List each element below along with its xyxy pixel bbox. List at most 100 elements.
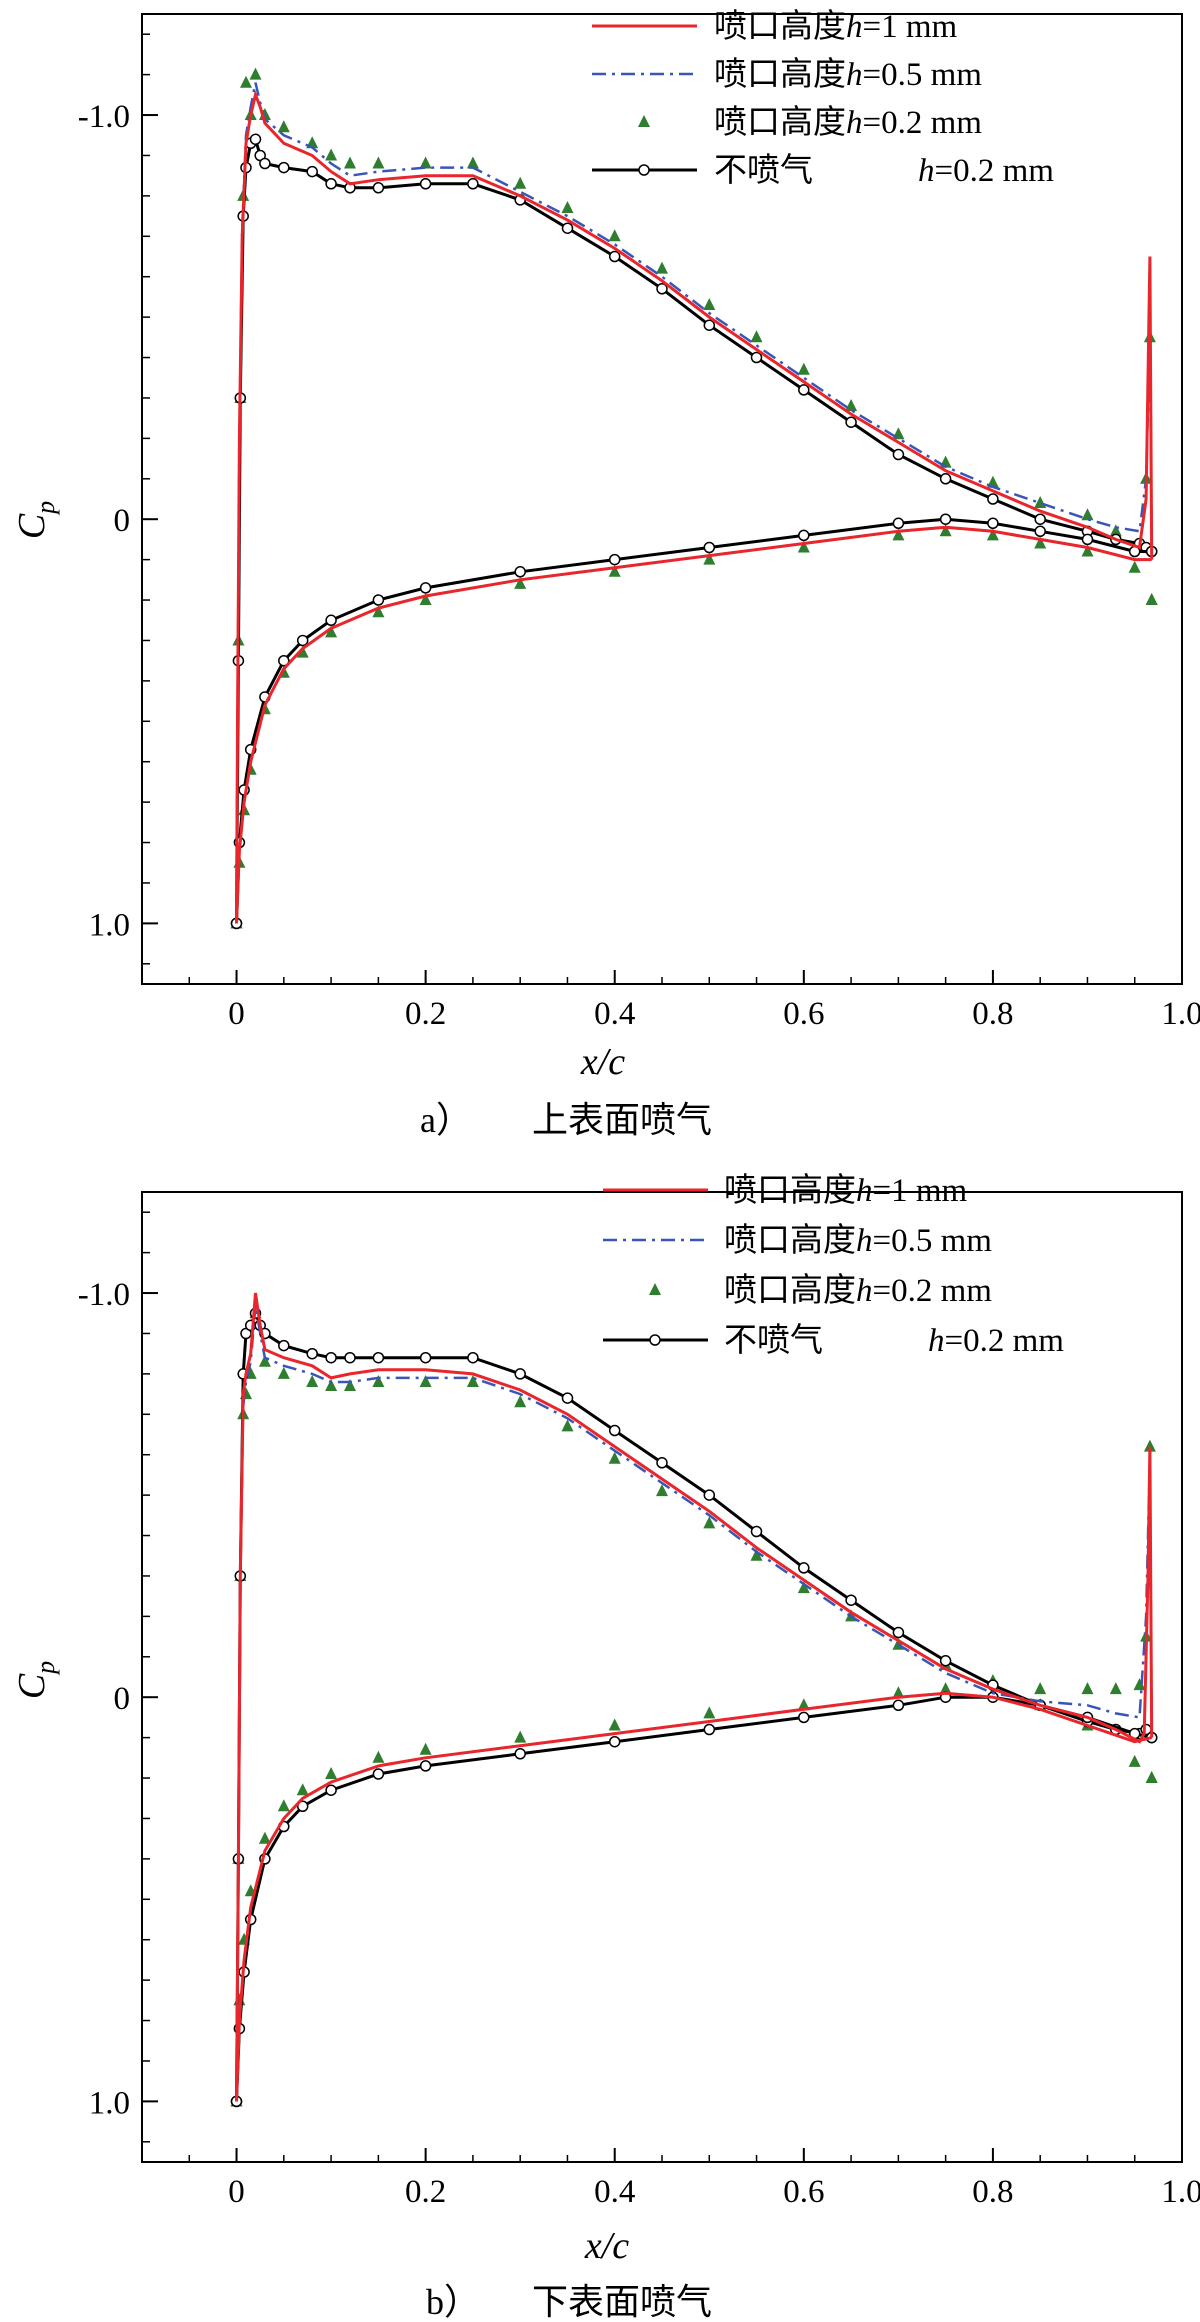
data-point-triangle xyxy=(939,1682,952,1695)
data-point-triangle xyxy=(1128,1754,1141,1767)
y-axis-title-subscript: p xyxy=(31,1661,60,1676)
data-point-circle xyxy=(750,351,763,364)
series-line xyxy=(235,1304,1153,2102)
data-point-triangle xyxy=(797,362,810,375)
y-axis-ticks: -1.0 0 1.0 xyxy=(78,1211,158,2143)
data-point-triangle xyxy=(1143,1439,1156,1452)
data-point-circle xyxy=(306,1347,318,1360)
data-point-triangle xyxy=(1081,1682,1094,1695)
data-point-triangle xyxy=(845,399,858,411)
data-point-triangle xyxy=(1145,1771,1158,1783)
data-point-triangle xyxy=(1034,496,1047,508)
legend-label: 喷口高度h=1 mm xyxy=(724,1172,968,1209)
data-point-circle xyxy=(372,1351,385,1364)
panel-caption-text: 下表面喷气 xyxy=(532,2282,712,2322)
data-point-circle xyxy=(703,319,716,331)
y-axis-title: Cp xyxy=(11,501,60,539)
series-line xyxy=(235,1691,1153,2102)
data-point-triangle xyxy=(372,1750,385,1763)
series-3 xyxy=(230,1307,1158,2108)
legend: 喷口高度h=1 mm 喷口高度h=0.5 mm 喷口高度h=0.2 mm 不喷气… xyxy=(592,8,1054,189)
legend-swatch-circle xyxy=(649,1334,661,1346)
data-point-triangle xyxy=(277,1799,290,1812)
legend-swatch-triangle xyxy=(649,1283,661,1295)
data-point-circle xyxy=(467,1351,479,1364)
data-point-circle xyxy=(561,1392,574,1404)
data-point-triangle xyxy=(797,1698,810,1711)
data-point-triangle xyxy=(325,1379,338,1391)
legend: 喷口高度h=1 mm 喷口高度h=0.5 mm 喷口高度h=0.2 mm 不喷气… xyxy=(603,1172,1064,1359)
data-point-triangle xyxy=(608,1718,621,1731)
data-point-triangle xyxy=(561,1419,574,1432)
series-line xyxy=(235,89,1154,924)
data-point-triangle xyxy=(306,1375,319,1387)
data-point-triangle xyxy=(296,1783,309,1796)
legend-entry: 喷口高度h=0.5 mm xyxy=(592,56,982,93)
data-point-circle xyxy=(656,1457,668,1469)
data-point-triangle xyxy=(703,552,716,565)
legend-entry: 喷口高度h=0.5 mm xyxy=(603,1222,992,1259)
data-point-circle xyxy=(372,594,385,606)
x-tick-label: 0.6 xyxy=(783,2174,824,2210)
y-tick-label: 1.0 xyxy=(89,2085,130,2121)
legend-label-value: h=0.2 mm xyxy=(928,1323,1064,1359)
y-axis-ticks: -1.0 0 1.0 xyxy=(78,33,158,965)
series-line xyxy=(235,517,1152,924)
data-point-triangle xyxy=(892,427,905,440)
data-point-triangle xyxy=(372,1375,385,1387)
legend-label: 喷口高度h=0.2 mm xyxy=(714,104,982,141)
data-point-circle xyxy=(514,566,526,578)
data-point-circle xyxy=(798,529,810,542)
legend-label: 喷口高度h=0.5 mm xyxy=(724,1222,992,1259)
data-point-circle xyxy=(419,582,432,594)
x-tick-label: 1.0 xyxy=(1161,2174,1200,2210)
data-point-circle xyxy=(703,1489,716,1501)
data-point-circle xyxy=(514,1368,526,1380)
data-point-circle xyxy=(419,1351,432,1364)
data-point-triangle xyxy=(258,1831,271,1844)
data-point-circle xyxy=(372,1768,385,1780)
data-point-triangle xyxy=(296,645,309,658)
panel-caption: a） xyxy=(420,1100,472,1140)
data-point-triangle xyxy=(656,1484,668,1497)
data-point-circle xyxy=(249,133,262,146)
data-point-triangle xyxy=(939,524,952,537)
series-2 xyxy=(230,67,1158,929)
data-point-circle xyxy=(608,250,621,263)
data-point-circle xyxy=(278,654,290,667)
series-line xyxy=(235,525,1152,924)
data-point-triangle xyxy=(703,1516,716,1529)
x-tick-label: 0.2 xyxy=(405,996,446,1032)
legend-swatch-circle xyxy=(638,164,650,176)
data-point-triangle xyxy=(1034,536,1047,549)
data-point-triangle xyxy=(344,1379,356,1391)
data-point-triangle xyxy=(240,75,252,88)
series-3 xyxy=(230,133,1158,930)
data-point-triangle xyxy=(892,528,905,541)
series-line xyxy=(235,136,1153,924)
data-point-triangle xyxy=(419,156,432,169)
data-point-triangle xyxy=(892,1686,905,1699)
panel-caption: b） xyxy=(426,2282,480,2322)
series-line xyxy=(235,526,1152,924)
panel-caption-text: 上表面喷气 xyxy=(532,1100,712,1140)
data-point-triangle xyxy=(514,576,527,589)
data-point-circle xyxy=(798,1711,810,1724)
data-point-circle xyxy=(892,517,905,530)
data-point-circle xyxy=(608,553,621,566)
data-point-circle xyxy=(608,1735,621,1748)
data-point-triangle xyxy=(656,261,668,274)
data-point-circle xyxy=(259,157,271,170)
legend-label: 不喷气 xyxy=(714,152,813,189)
data-point-triangle xyxy=(514,1730,527,1743)
series-line xyxy=(235,82,1153,924)
data-point-triangle xyxy=(258,1354,271,1367)
data-point-circle xyxy=(325,1784,337,1796)
x-tick-label: 0.4 xyxy=(594,996,635,1032)
data-point-circle xyxy=(608,1424,621,1437)
x-tick-label: 0.2 xyxy=(405,2174,446,2210)
data-point-circle xyxy=(892,1626,905,1639)
data-point-circle xyxy=(561,222,574,234)
data-point-triangle xyxy=(703,1706,716,1719)
y-axis-title: Cp xyxy=(11,1661,60,1699)
